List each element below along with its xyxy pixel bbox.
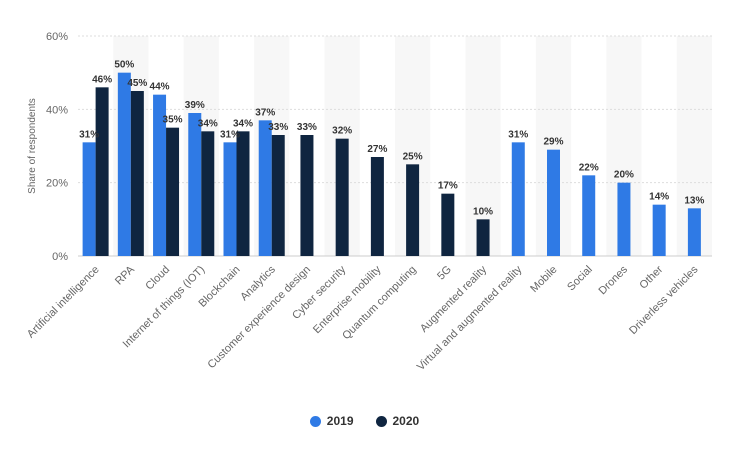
data-label: 31% — [220, 129, 240, 140]
legend-item-2019[interactable]: 2019 — [309, 414, 354, 428]
bar-2019[interactable] — [258, 120, 272, 256]
bar-2020[interactable] — [166, 127, 180, 257]
bar-2019[interactable] — [617, 182, 631, 256]
data-label: 37% — [255, 107, 275, 118]
x-axis-categories: Artificial intelligence RPA CloudInternet … — [25, 263, 701, 373]
bar-2020[interactable] — [95, 87, 109, 256]
legend-swatch-2020 — [375, 415, 387, 427]
y-tick-label: 60% — [46, 31, 68, 43]
legend-label-2019: 2019 — [326, 414, 354, 428]
bar-2019[interactable] — [223, 142, 237, 256]
data-label: 46% — [92, 74, 112, 85]
data-label: 29% — [543, 137, 563, 148]
legend: 2019 2020 — [0, 414, 729, 428]
legend-item-2020[interactable]: 2020 — [375, 414, 420, 428]
legend-label-2020: 2020 — [392, 414, 420, 428]
x-category-label: 5G — [435, 264, 454, 283]
data-label: 34% — [233, 118, 253, 129]
x-category-label: RPA — [113, 263, 137, 287]
data-label: 33% — [297, 122, 317, 133]
bar-2020[interactable] — [300, 135, 314, 256]
bar-2019[interactable] — [153, 94, 167, 257]
data-label: 17% — [438, 181, 458, 192]
bars — [82, 72, 701, 257]
bar-2019[interactable] — [188, 113, 202, 256]
bar-2020[interactable] — [476, 219, 490, 256]
bar-2019[interactable] — [582, 175, 596, 256]
data-labels: 31%46%50%45% 44%35%39%34%31%34%37%33% 33% 3… — [79, 60, 704, 218]
x-category-label: Drones — [597, 263, 631, 297]
data-label: 50% — [114, 60, 134, 71]
bar-2019[interactable] — [652, 204, 666, 256]
data-label: 31% — [508, 129, 528, 140]
x-category-label: Artificial intelligence — [25, 264, 102, 341]
bar-2019[interactable] — [82, 142, 96, 256]
bar-2020[interactable] — [236, 131, 250, 256]
bar-2019[interactable] — [511, 142, 525, 256]
bar-2019[interactable] — [687, 208, 701, 256]
y-axis-label: Share of respondents — [27, 98, 38, 194]
data-label: 27% — [367, 144, 387, 155]
x-category-label: Other — [637, 263, 665, 291]
x-category-label: Augmented reality — [418, 263, 490, 335]
bar-2020[interactable] — [370, 157, 384, 256]
y-tick-label: 20% — [46, 178, 68, 190]
gridlines — [78, 35, 712, 257]
x-category-label: Mobile — [528, 264, 559, 295]
data-label: 33% — [268, 122, 288, 133]
data-label: 22% — [579, 162, 599, 173]
data-label: 10% — [473, 206, 493, 217]
legend-swatch-2019 — [309, 415, 321, 427]
data-label: 14% — [649, 192, 669, 203]
bar-2019[interactable] — [547, 149, 560, 256]
bar-2020[interactable] — [406, 164, 420, 256]
data-label: 34% — [198, 118, 218, 129]
bar-2020[interactable] — [130, 91, 144, 256]
data-label: 35% — [163, 115, 183, 126]
bar-2020[interactable] — [201, 131, 215, 256]
data-label: 44% — [150, 82, 170, 93]
data-label: 39% — [185, 100, 205, 111]
data-label: 45% — [127, 78, 147, 89]
bar-2020[interactable] — [335, 138, 349, 256]
data-label: 20% — [614, 170, 634, 181]
x-category-label: Driverless vehicles — [627, 263, 701, 337]
bar-2019[interactable] — [117, 72, 131, 257]
data-label: 32% — [332, 126, 352, 137]
y-tick-label: 0% — [52, 251, 68, 263]
x-category-label: Social — [565, 264, 595, 294]
bar-2020[interactable] — [441, 193, 455, 256]
data-label: 31% — [79, 129, 99, 140]
bar-2020[interactable] — [271, 135, 285, 256]
y-tick-label: 40% — [46, 104, 68, 116]
x-category-label: Cloud — [143, 264, 172, 293]
data-label: 25% — [403, 151, 423, 162]
data-label: 13% — [684, 195, 704, 206]
y-axis-ticks: 0% 20% 40% 60% — [46, 31, 68, 263]
